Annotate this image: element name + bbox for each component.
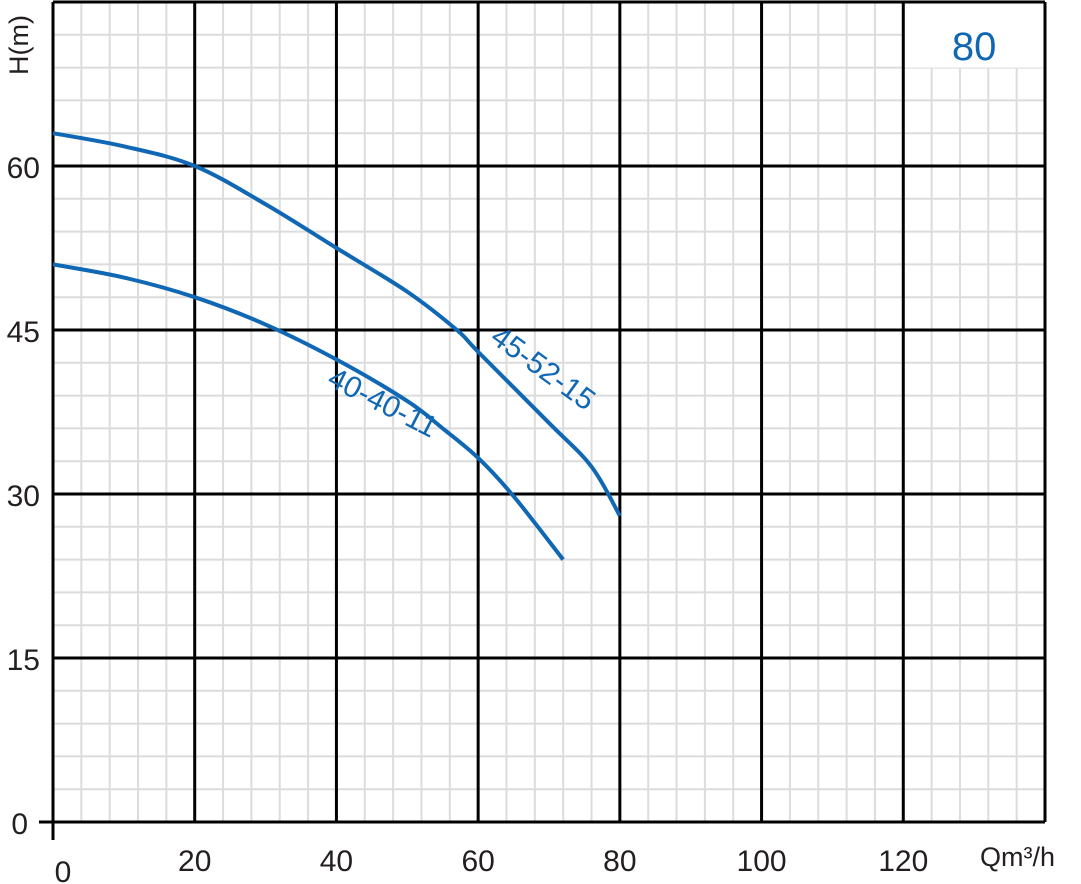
x-axis-label: Qm³/h [980, 842, 1055, 872]
x-tick-label: 40 [320, 845, 353, 878]
major-grid [39, 0, 1047, 840]
series-label: 40-40-11 [323, 362, 443, 445]
x-tick-label: 20 [178, 845, 211, 878]
x-tick-label: 0 [55, 856, 72, 884]
series-line [52, 131, 622, 517]
minor-grid [52, 1, 1046, 823]
tick-labels: 0 20 40 60 80 100 120 0 15 30 45 60 [7, 152, 929, 884]
y-tick-label: 30 [7, 480, 40, 513]
y-tick-label: 60 [7, 152, 40, 185]
x-tick-label: 100 [737, 845, 787, 878]
y-tick-label: 15 [7, 644, 40, 677]
panel-label: 80 [952, 25, 997, 69]
series-line [52, 262, 565, 561]
y-tick-label: 45 [7, 316, 40, 349]
y-tick-label: 0 [11, 808, 28, 841]
series-label: 45-52-15 [485, 320, 602, 417]
x-tick-label: 80 [603, 845, 636, 878]
panel-label-background [903, 2, 1045, 68]
x-tick-label: 60 [461, 845, 494, 878]
y-axis-label: H(m) [4, 15, 34, 75]
x-tick-label: 120 [878, 845, 928, 878]
